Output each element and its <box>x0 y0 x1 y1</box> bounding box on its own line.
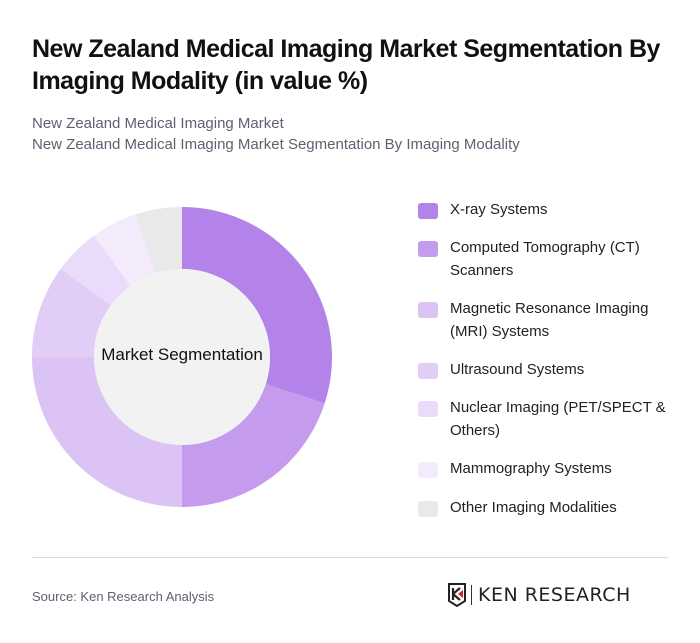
legend-item[interactable]: Other Imaging Modalities <box>418 496 675 519</box>
footer-divider <box>32 557 668 558</box>
logo-text: KEN RESEARCH <box>478 584 631 606</box>
donut-chart <box>32 207 332 507</box>
ken-research-logo: KEN RESEARCH <box>447 583 631 607</box>
source-note: Source: Ken Research Analysis <box>32 589 215 604</box>
legend-label: Other Imaging Modalities <box>450 499 617 516</box>
donut-segment[interactable] <box>182 207 332 404</box>
donut-segment[interactable] <box>32 268 111 357</box>
subtitle-line-2: New Zealand Medical Imaging Market Segme… <box>32 136 520 153</box>
donut-segment[interactable] <box>60 235 131 306</box>
legend-swatch <box>418 401 438 417</box>
ken-research-logo-icon <box>448 583 466 607</box>
legend-swatch <box>418 462 438 478</box>
logo-separator <box>471 585 472 605</box>
donut-segment[interactable] <box>135 207 182 274</box>
legend-item[interactable]: Ultrasound Systems <box>418 358 675 381</box>
legend-item[interactable]: Mammography Systems <box>418 457 675 480</box>
donut-center <box>94 269 270 445</box>
legend-label: Ultrasound Systems <box>450 361 585 378</box>
legend-label: Mammography Systems <box>450 460 612 477</box>
legend-label: Computed Tomography (CT) Scanners <box>450 239 640 279</box>
donut-svg <box>32 207 332 507</box>
legend-swatch <box>418 501 438 517</box>
legend-item[interactable]: X-ray Systems <box>418 198 675 221</box>
legend-swatch <box>418 203 438 219</box>
donut-segment[interactable] <box>93 214 155 286</box>
chart-title: New Zealand Medical Imaging Market Segme… <box>32 35 660 95</box>
subtitle-line-1: New Zealand Medical Imaging Market <box>32 115 284 132</box>
chart-subtitle: New Zealand Medical Imaging Market New Z… <box>32 113 520 155</box>
legend-swatch <box>418 302 438 318</box>
legend-label: Magnetic Resonance Imaging (MRI) Systems <box>450 300 649 340</box>
legend-item[interactable]: Magnetic Resonance Imaging (MRI) Systems <box>418 297 675 343</box>
legend-label: Nuclear Imaging (PET/SPECT & Others) <box>450 399 666 439</box>
donut-center-label: Market Segmentation <box>101 345 263 364</box>
donut-segment[interactable] <box>32 357 182 507</box>
legend-item[interactable]: Nuclear Imaging (PET/SPECT & Others) <box>418 396 675 442</box>
donut-segment[interactable] <box>182 384 325 507</box>
legend-swatch <box>418 241 438 257</box>
legend-label: X-ray Systems <box>450 201 548 218</box>
legend-swatch <box>418 363 438 379</box>
legend-item[interactable]: Computed Tomography (CT) Scanners <box>418 236 675 282</box>
